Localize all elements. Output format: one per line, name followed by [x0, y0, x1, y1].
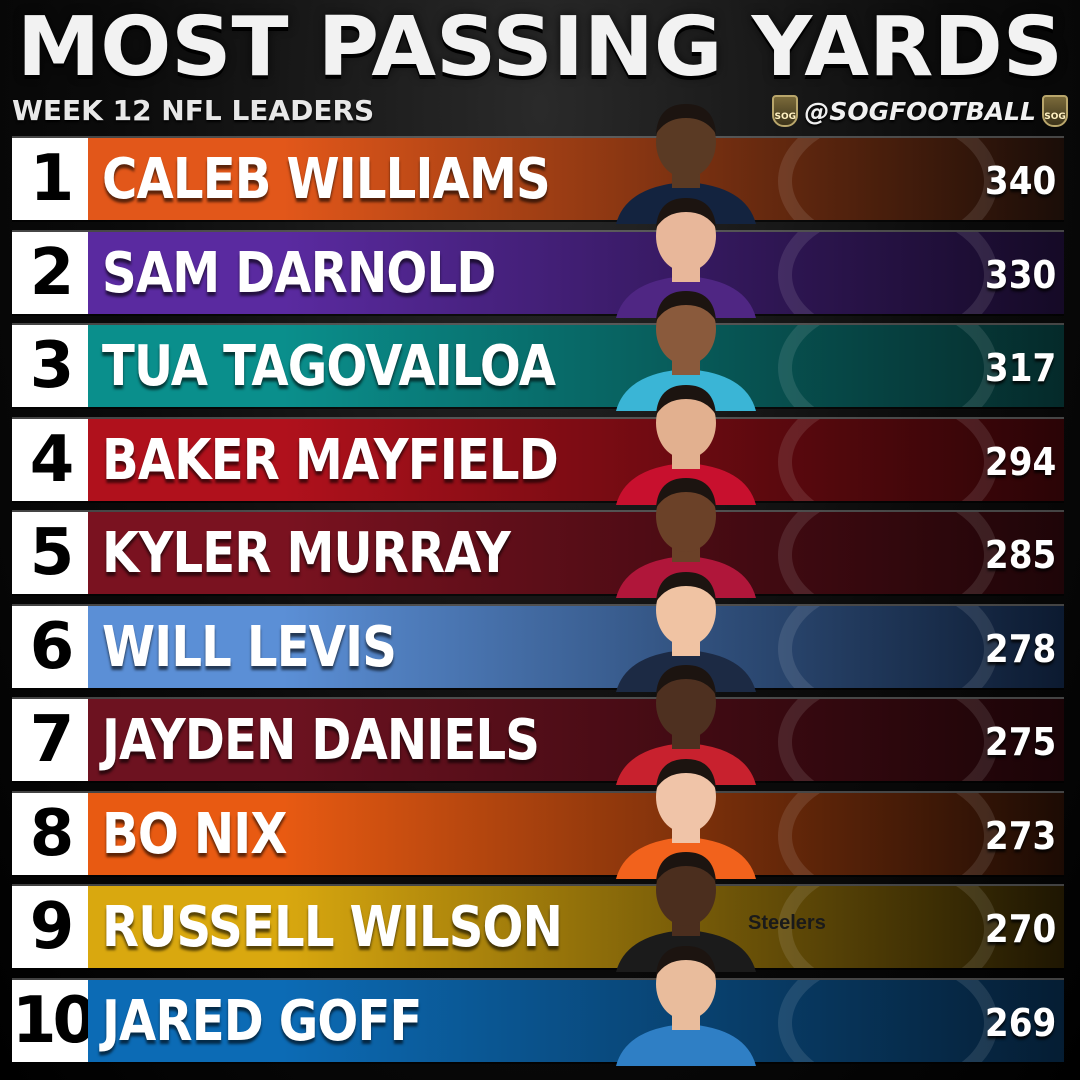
rank-number: 8 — [12, 792, 88, 875]
team-logo-icon — [778, 325, 998, 407]
leaderboard-row: 9 Steelers RUSSELL WILSON 270 — [12, 852, 1064, 972]
passing-yards-value: 273 — [984, 813, 1056, 858]
team-logo-icon — [778, 792, 998, 875]
player-name: WILL LEVIS — [102, 614, 397, 680]
rank-number: 10 — [12, 979, 97, 1062]
team-color-bar: KYLER MURRAY 285 — [88, 512, 1064, 594]
player-name: JAYDEN DANIELS — [102, 708, 540, 773]
passing-yards-value: 278 — [984, 626, 1056, 671]
team-logo-icon — [778, 605, 998, 688]
team-color-bar: JAYDEN DANIELS 275 — [88, 699, 1064, 781]
passing-yards-value: 275 — [984, 720, 1056, 764]
team-logo-icon — [778, 979, 998, 1062]
team-logo-icon — [778, 138, 998, 220]
player-name: BAKER MAYFIELD — [102, 427, 559, 493]
leaderboard-row: 4 BAKER MAYFIELD 294 — [12, 384, 1064, 505]
rank-number: 6 — [12, 605, 88, 688]
leaderboard-row: 10 JARED GOFF 269 — [12, 945, 1064, 1066]
team-color-bar: Steelers RUSSELL WILSON 270 — [88, 886, 1064, 968]
team-color-bar: BAKER MAYFIELD 294 — [88, 418, 1064, 501]
nfl-shield-icon: SOG — [772, 95, 799, 127]
team-color-bar: WILL LEVIS 278 — [88, 605, 1064, 688]
passing-yards-value: 285 — [984, 533, 1056, 577]
team-color-bar: SAM DARNOLD 330 — [88, 231, 1064, 314]
passing-yards-value: 270 — [984, 907, 1056, 951]
passing-yards-value: 294 — [984, 439, 1056, 484]
leaderboard-row: 6 WILL LEVIS 278 — [12, 571, 1064, 692]
page-subtitle: WEEK 12 NFL LEADERS — [12, 94, 375, 127]
leaderboard-row: 5 KYLER MURRAY 285 — [12, 478, 1064, 598]
team-color-bar: JARED GOFF 269 — [88, 979, 1064, 1062]
team-logo-icon — [778, 512, 998, 594]
team-logo-icon — [778, 231, 998, 314]
team-logo-icon — [778, 418, 998, 501]
player-name: KYLER MURRAY — [102, 521, 511, 586]
rank-number: 1 — [12, 138, 88, 220]
passing-yards-value: 269 — [984, 1000, 1056, 1045]
team-logo-text: Steelers — [748, 912, 826, 934]
nfl-shield-icon: SOG — [1042, 95, 1068, 127]
brand-handle-group: SOG @SOGFOOTBALL SOG — [772, 92, 1068, 130]
team-color-bar: BO NIX 273 — [88, 792, 1064, 875]
rank-number: 4 — [12, 418, 88, 501]
passing-yards-value: 330 — [984, 252, 1056, 297]
leaderboard-row: 3 TUA TAGOVAILOA 317 — [12, 291, 1064, 411]
page-title: MOST PASSING YARDS — [16, 0, 1064, 95]
leaderboard-row: 8 BO NIX 273 — [12, 758, 1064, 879]
passing-yards-value: 340 — [984, 159, 1056, 203]
rank-number: 2 — [12, 231, 88, 314]
leaderboard-row: 2 SAM DARNOLD 330 — [12, 197, 1064, 318]
leaderboard-row: 7 JAYDEN DANIELS 275 — [12, 665, 1064, 785]
team-color-bar: CALEB WILLIAMS 340 — [88, 138, 1064, 220]
leaderboard-row: 1 CALEB WILLIAMS 340 — [12, 104, 1064, 224]
player-name: TUA TAGOVAILOA — [102, 334, 556, 399]
rank-number: 5 — [12, 512, 88, 594]
player-hair — [656, 104, 716, 134]
player-name: CALEB WILLIAMS — [102, 147, 551, 212]
rank-number: 7 — [12, 699, 88, 781]
player-name: JARED GOFF — [102, 988, 422, 1054]
rank-number: 9 — [12, 886, 88, 968]
player-name: RUSSELL WILSON — [102, 895, 563, 960]
brand-handle: @SOGFOOTBALL — [804, 96, 1036, 126]
rank-number: 3 — [12, 325, 88, 407]
passing-yards-value: 317 — [984, 346, 1056, 390]
team-logo-icon — [778, 699, 998, 781]
player-name: BO NIX — [102, 801, 287, 867]
player-name: SAM DARNOLD — [102, 240, 496, 306]
team-color-bar: TUA TAGOVAILOA 317 — [88, 325, 1064, 407]
